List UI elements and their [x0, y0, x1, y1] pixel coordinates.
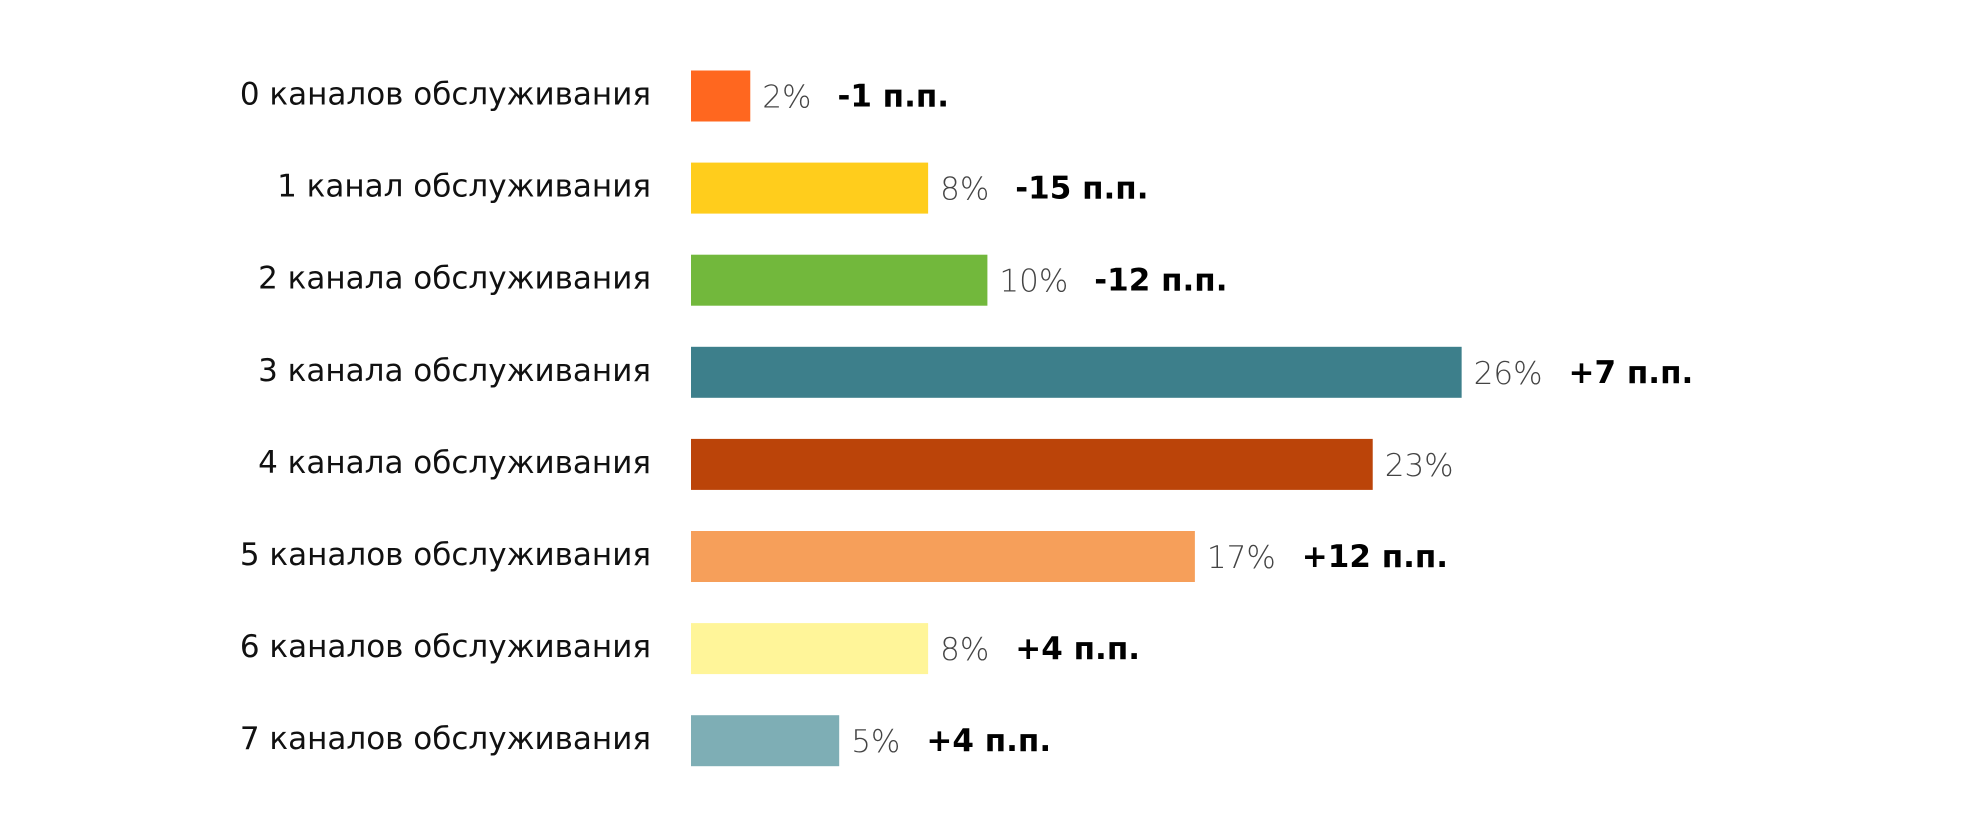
- bar: [691, 162, 929, 214]
- change-label: +4 п.п.: [1015, 631, 1140, 667]
- category-label: 0 каналов обслуживания: [240, 77, 651, 113]
- value-label: 2%: [762, 80, 811, 116]
- value-label: 23%: [1385, 448, 1454, 484]
- bar: [691, 438, 1373, 490]
- value-label: 8%: [940, 632, 989, 668]
- value-label: 5%: [851, 724, 900, 760]
- change-label: -15 п.п.: [1015, 171, 1148, 207]
- change-label: -1 п.п.: [837, 79, 949, 115]
- bar: [691, 70, 751, 122]
- value-label: 26%: [1474, 356, 1543, 392]
- category-label: 6 каналов обслуживания: [240, 629, 651, 665]
- change-label: -12 п.п.: [1094, 263, 1227, 299]
- change-label: +7 п.п.: [1569, 355, 1694, 391]
- category-label: 5 каналов обслуживания: [240, 537, 651, 573]
- category-label: 7 каналов обслуживания: [240, 721, 651, 757]
- value-label: 8%: [940, 172, 989, 208]
- value-label: 17%: [1207, 540, 1276, 576]
- change-label: +4 п.п.: [926, 723, 1051, 759]
- bar: [691, 715, 840, 767]
- change-label: +12 п.п.: [1302, 539, 1448, 575]
- category-label: 2 канала обслуживания: [258, 261, 651, 297]
- bar: [691, 623, 929, 675]
- value-label: 10%: [999, 264, 1068, 300]
- category-label: 3 канала обслуживания: [258, 353, 651, 389]
- bar: [691, 346, 1462, 398]
- category-label: 4 канала обслуживания: [258, 445, 651, 481]
- bar: [691, 531, 1195, 582]
- bar: [691, 254, 988, 306]
- category-label: 1 канал обслуживания: [277, 169, 651, 205]
